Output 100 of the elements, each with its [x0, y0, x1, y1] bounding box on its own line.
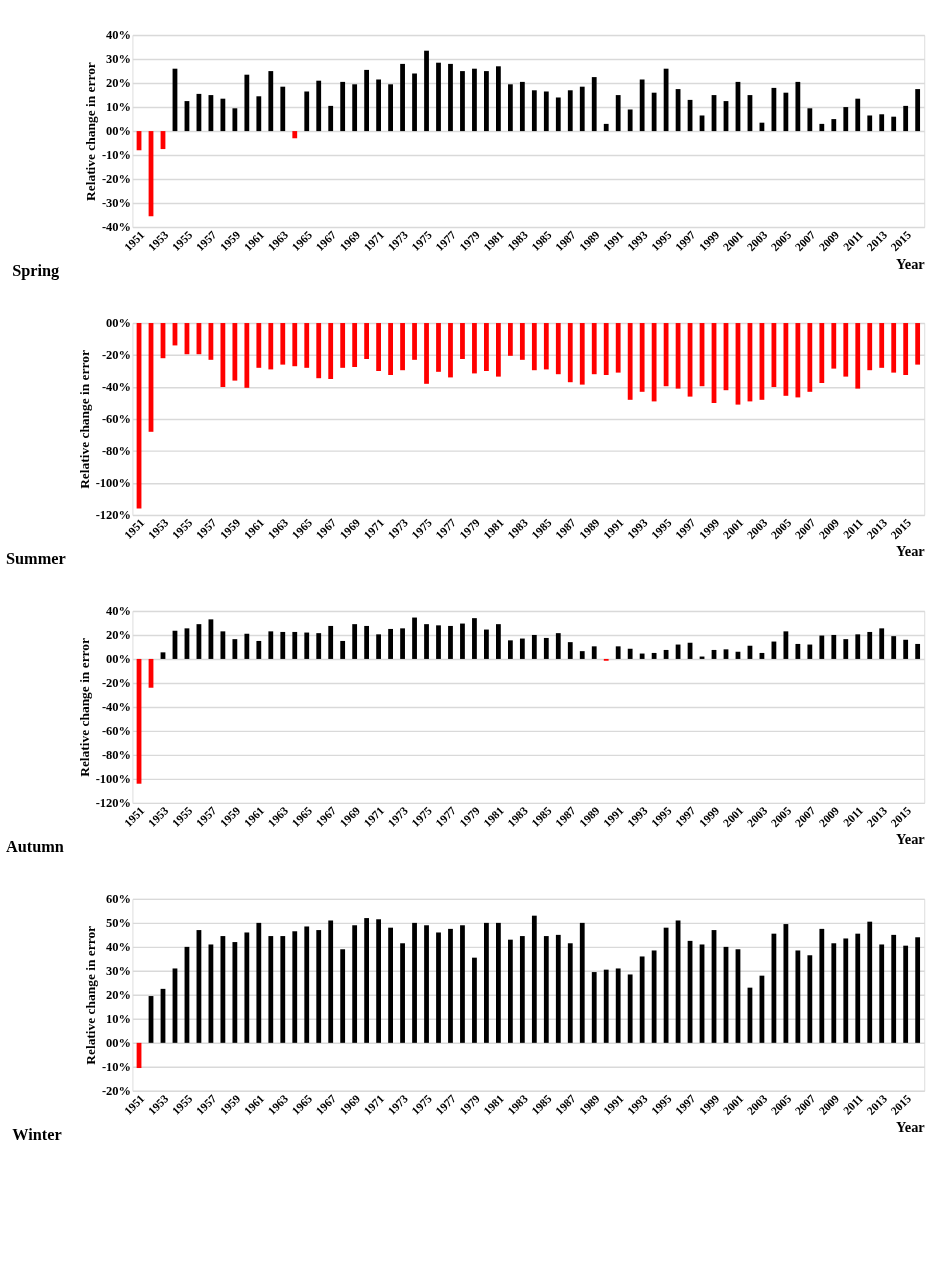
bar	[292, 631, 298, 659]
y-tick-label: 00%	[106, 1036, 132, 1051]
bar	[292, 131, 298, 139]
bar	[603, 969, 609, 1043]
bar	[280, 631, 286, 659]
bar	[855, 98, 861, 132]
bar	[304, 632, 310, 659]
y-tick-label: -20%	[101, 676, 132, 691]
bar	[400, 63, 405, 132]
bar	[915, 937, 921, 1043]
bar	[328, 920, 334, 1043]
y-tick-label: -10%	[101, 1060, 132, 1075]
bar	[364, 918, 370, 1043]
bar	[268, 936, 274, 1043]
bar	[579, 651, 585, 659]
bar	[352, 624, 358, 659]
y-tick-label: -30%	[101, 196, 132, 211]
bar	[531, 634, 537, 659]
bar	[639, 653, 645, 659]
bar	[519, 638, 525, 659]
y-tick-label: 50%	[106, 916, 132, 931]
bar	[280, 86, 286, 132]
bar	[831, 634, 837, 659]
y-tick-label: -120%	[95, 796, 132, 811]
bar	[268, 631, 274, 659]
y-tick-label: -60%	[101, 412, 132, 427]
bar	[388, 927, 393, 1043]
bar	[831, 119, 837, 132]
y-tick-label: -100%	[95, 476, 132, 491]
bar	[567, 642, 573, 659]
bar	[843, 938, 849, 1043]
x-axis-title: Year	[895, 1119, 926, 1136]
x-tick-label: 1991	[600, 228, 626, 254]
bar	[436, 625, 441, 659]
bar	[484, 629, 489, 659]
text: Spring	[12, 260, 60, 280]
bar	[352, 925, 358, 1043]
y-tick-label: -80%	[101, 444, 132, 459]
y-axis-title: Relative change in error	[76, 350, 92, 489]
bar	[627, 648, 633, 659]
y-tick-label: 10%	[106, 100, 132, 115]
bar	[328, 625, 334, 659]
bar	[244, 932, 250, 1043]
bar	[615, 646, 621, 659]
y-tick-label: -40%	[101, 220, 132, 235]
y-tick-label: -80%	[101, 748, 132, 763]
bar	[819, 635, 825, 659]
bar	[519, 936, 525, 1043]
y-tick-label: -20%	[101, 172, 132, 187]
bar	[496, 624, 501, 659]
bar	[795, 81, 801, 132]
y-tick-label: 00%	[106, 124, 132, 139]
bar	[783, 92, 789, 132]
y-tick-label: -120%	[95, 508, 132, 523]
bar	[436, 62, 441, 132]
bar	[615, 968, 621, 1043]
y-tick-label: -40%	[101, 700, 132, 715]
bar	[651, 950, 657, 1043]
bar	[496, 922, 501, 1043]
bar	[340, 81, 346, 132]
y-tick-label: 20%	[106, 76, 132, 91]
bar	[615, 95, 621, 132]
y-tick-label: -10%	[101, 148, 132, 163]
bar	[340, 949, 346, 1043]
bar	[891, 116, 897, 132]
y-tick-label: 60%	[106, 892, 132, 907]
y-tick-label: 40%	[106, 940, 132, 955]
bar	[783, 924, 789, 1043]
bar	[328, 105, 334, 132]
x-tick-label: 1971	[361, 228, 387, 254]
bar	[531, 90, 537, 132]
bar	[268, 71, 274, 132]
text: Autumn	[5, 836, 64, 856]
y-tick-label: 00%	[106, 316, 132, 331]
x-tick-label: 1981	[481, 228, 507, 254]
bar	[424, 925, 429, 1043]
bar	[627, 109, 633, 132]
bar	[448, 625, 453, 659]
y-tick-label: 40%	[106, 28, 132, 43]
y-tick-label: 40%	[106, 604, 132, 619]
bar	[555, 633, 561, 659]
bar	[412, 617, 417, 659]
bar	[304, 926, 310, 1043]
bar	[376, 634, 382, 659]
bar	[388, 628, 393, 659]
bar	[579, 922, 585, 1043]
bar	[819, 123, 825, 132]
x-axis-title: Year	[895, 543, 926, 560]
text: Summer	[5, 548, 66, 568]
bar	[651, 652, 657, 659]
bar	[903, 639, 909, 659]
bar	[591, 77, 597, 132]
bar	[436, 932, 441, 1043]
bar	[256, 922, 262, 1043]
bar	[555, 934, 561, 1043]
bar	[507, 640, 513, 659]
bar	[316, 930, 322, 1043]
bar	[460, 623, 465, 659]
bar	[831, 943, 837, 1043]
y-tick-label: -20%	[101, 348, 132, 363]
